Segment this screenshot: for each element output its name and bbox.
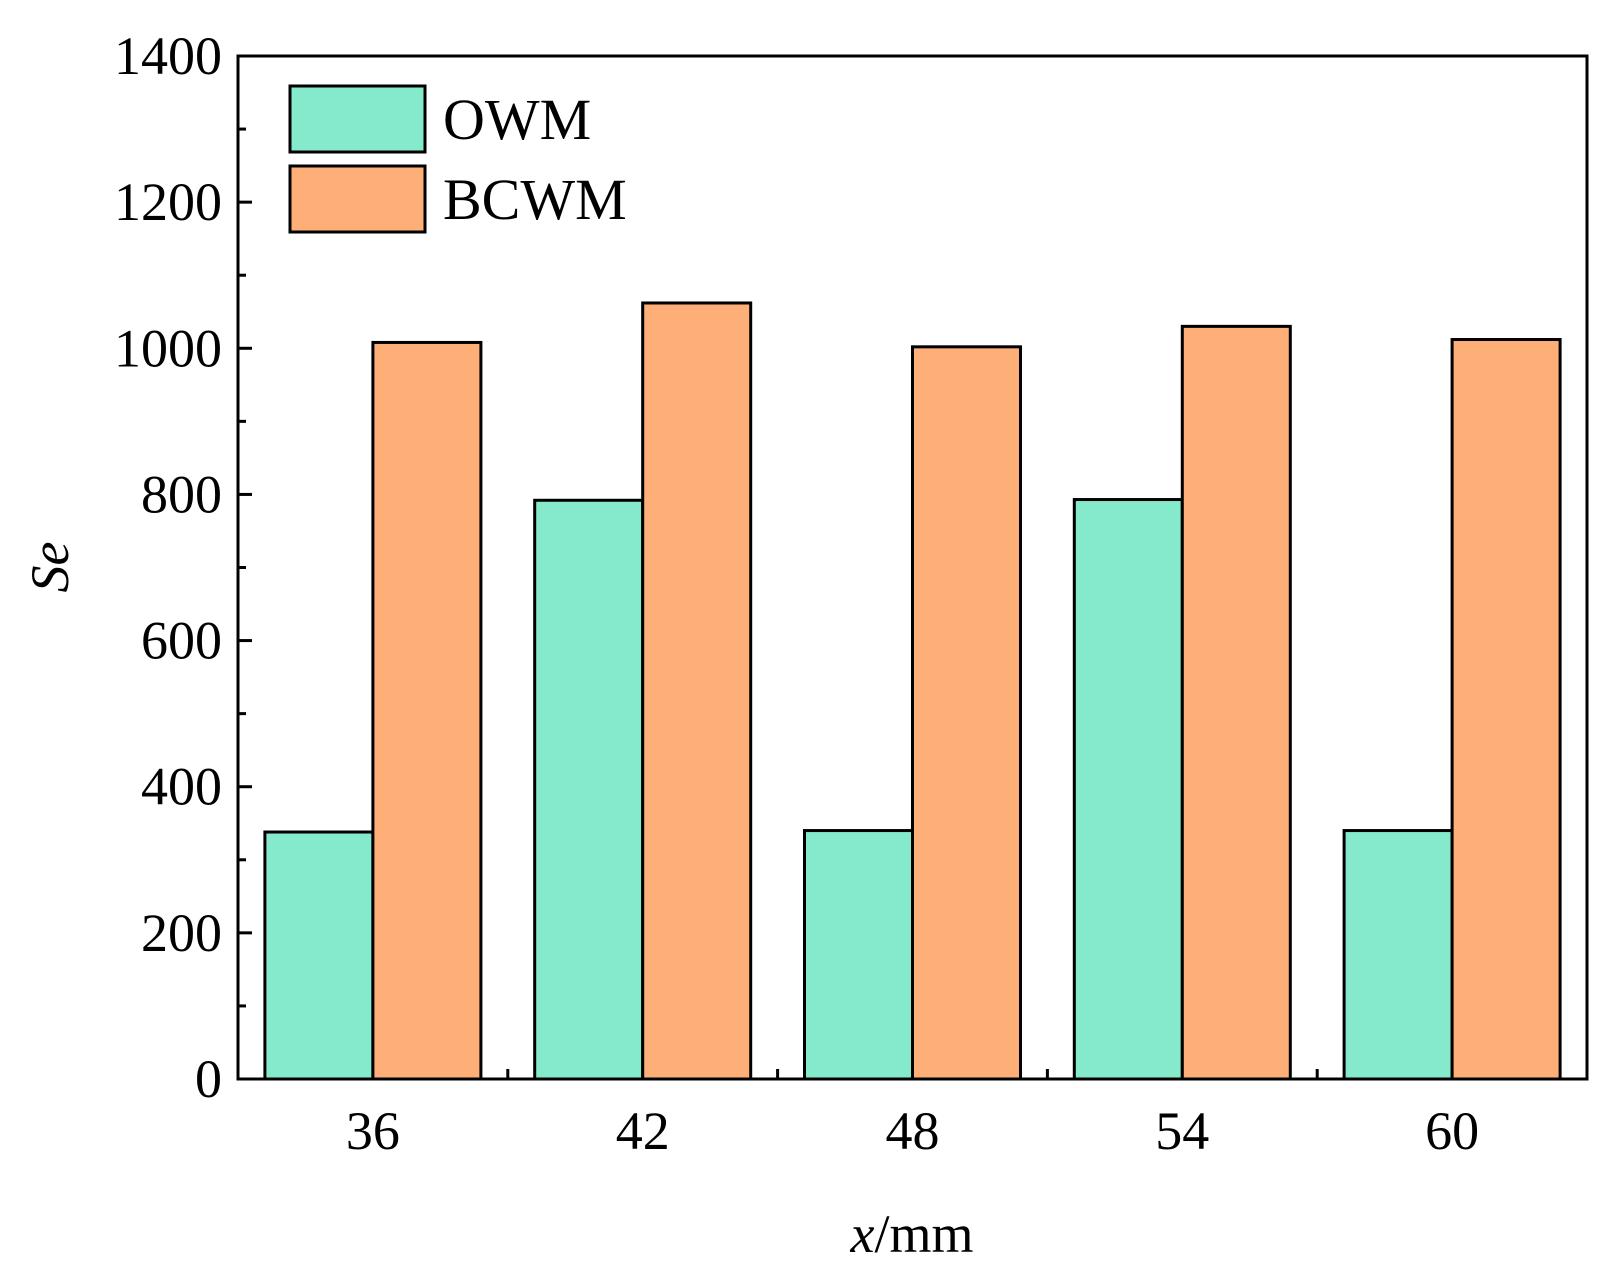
bar-owm-36	[263, 830, 375, 1081]
y-tick-label-1400: 1400	[114, 26, 222, 86]
y-tick-label-200: 200	[141, 903, 222, 963]
y-tick-label-600: 600	[141, 611, 222, 671]
x-tick-label-48: 48	[886, 1101, 940, 1161]
y-tick-label-800: 800	[141, 464, 222, 524]
bar-bcwm-36	[371, 340, 483, 1081]
bar-owm-60	[1342, 829, 1454, 1081]
legend-swatch-owm	[288, 84, 427, 154]
bar-bcwm-54	[1180, 324, 1292, 1081]
y-tick-label-0: 0	[195, 1049, 222, 1109]
bars-group	[263, 301, 1562, 1081]
bar-bcwm-42	[641, 301, 753, 1081]
y-axis-title: Se	[20, 542, 80, 593]
legend-label-owm: OWM	[443, 87, 591, 152]
legend: OWM BCWM	[288, 84, 627, 234]
x-tick-label-42: 42	[616, 1101, 670, 1161]
legend-label-bcwm: BCWM	[443, 167, 627, 232]
legend-swatch-bcwm	[288, 164, 427, 234]
y-tick-label-1000: 1000	[114, 318, 222, 378]
bar-bcwm-60	[1450, 338, 1562, 1081]
x-tick-label-36: 36	[346, 1101, 400, 1161]
x-axis-title-variable: x	[850, 1204, 875, 1264]
bar-owm-42	[533, 498, 645, 1081]
y-tick-label-400: 400	[141, 757, 222, 817]
plot-frame	[236, 54, 1589, 1081]
x-tick-label-54: 54	[1155, 1101, 1209, 1161]
x-tick-label-60: 60	[1425, 1101, 1479, 1161]
x-axis-title: x/mm	[850, 1204, 974, 1264]
y-tick-label-1200: 1200	[114, 172, 222, 232]
bar-owm-54	[1072, 498, 1184, 1081]
bar-bcwm-48	[911, 345, 1022, 1081]
bar-owm-48	[803, 829, 914, 1081]
x-axis-title-unit: /mm	[874, 1204, 973, 1264]
